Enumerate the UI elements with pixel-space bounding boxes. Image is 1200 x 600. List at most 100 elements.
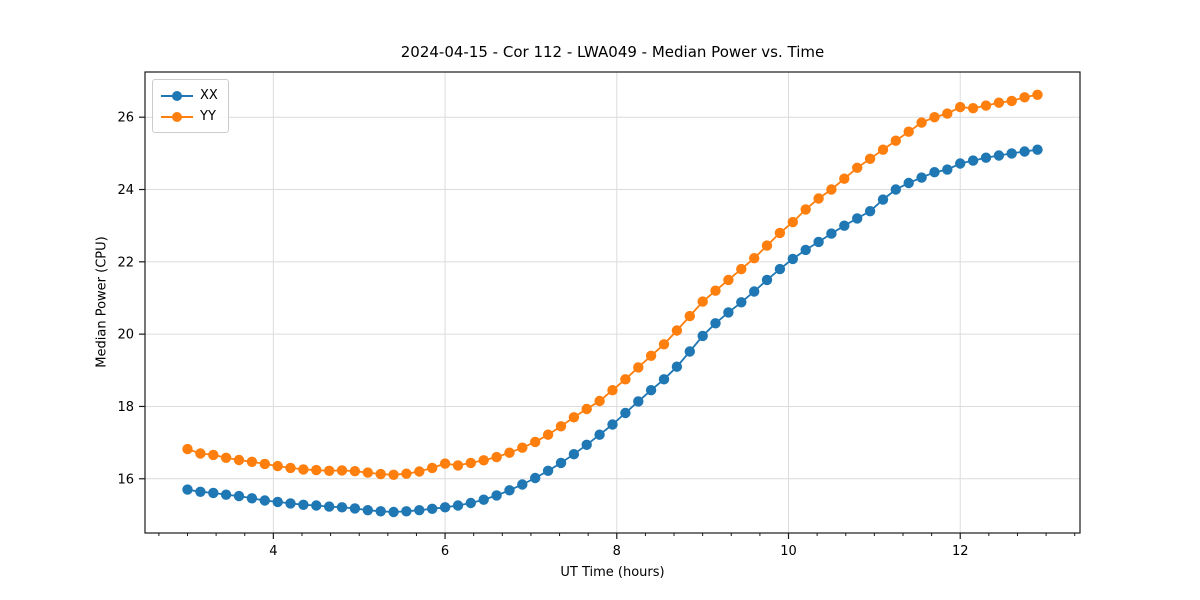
data-point-xx	[774, 263, 786, 275]
data-point-yy	[839, 173, 850, 184]
data-point-xx	[645, 385, 657, 396]
data-point-yy	[980, 100, 992, 111]
data-point-yy	[452, 460, 464, 471]
data-point-yy	[439, 458, 451, 469]
data-point-xx	[749, 286, 760, 297]
data-point-yy	[504, 447, 515, 458]
data-point-yy	[903, 126, 914, 137]
x-tick-label: 12	[952, 544, 969, 559]
data-point-yy	[555, 421, 567, 432]
y-tick-label: 24	[117, 183, 134, 198]
data-point-xx	[530, 472, 541, 484]
data-point-yy	[517, 442, 528, 453]
data-point-yy	[916, 117, 927, 128]
chart-title: 2024-04-15 - Cor 112 - LWA049 - Median P…	[400, 43, 825, 61]
series-line-yy	[187, 93, 1038, 476]
data-point-yy	[311, 464, 322, 476]
data-point-yy	[375, 468, 386, 480]
data-point-yy	[478, 455, 489, 466]
data-point-xx	[723, 307, 734, 318]
data-point-yy	[401, 468, 412, 479]
data-point-xx	[427, 503, 438, 514]
data-point-xx	[633, 396, 644, 407]
legend-marker-xx-icon	[161, 90, 193, 102]
data-point-yy	[298, 464, 309, 475]
data-point-xx	[581, 439, 592, 450]
data-point-xx	[903, 177, 914, 189]
data-point-yy	[864, 153, 876, 164]
data-point-yy	[684, 310, 695, 322]
series-line-xx	[187, 148, 1038, 513]
data-point-yy	[208, 449, 219, 461]
y-tick-label: 20	[117, 328, 134, 343]
data-point-yy	[285, 462, 296, 474]
data-point-xx	[942, 164, 953, 175]
data-point-xx	[955, 158, 966, 169]
data-point-xx	[401, 506, 412, 517]
data-point-xx	[517, 479, 528, 490]
data-point-xx	[195, 486, 206, 497]
data-point-xx	[852, 213, 863, 224]
data-point-yy	[800, 204, 811, 215]
data-point-xx	[800, 244, 811, 256]
data-point-xx	[555, 457, 567, 469]
data-point-yy	[581, 403, 592, 415]
data-point-xx	[208, 487, 219, 499]
data-point-xx	[491, 490, 502, 501]
data-point-yy	[233, 454, 245, 466]
data-point-xx	[285, 498, 296, 509]
data-point-yy	[530, 436, 541, 448]
data-point-yy	[465, 457, 476, 469]
data-point-xx	[787, 253, 798, 265]
x-axis-label: UT Time (hours)	[560, 565, 665, 580]
data-point-xx	[826, 228, 837, 239]
y-tick-label: 26	[117, 111, 134, 126]
data-point-xx	[182, 484, 193, 495]
data-point-yy	[774, 227, 786, 239]
data-point-xx	[671, 361, 683, 372]
data-point-yy	[620, 374, 631, 385]
data-point-xx	[298, 499, 309, 510]
data-point-yy	[749, 253, 760, 264]
y-tick-label: 22	[117, 255, 134, 270]
data-point-yy	[1032, 89, 1043, 101]
data-point-xx	[839, 220, 850, 231]
data-point-yy	[362, 467, 373, 478]
legend: XX YY	[152, 79, 229, 133]
x-tick-label: 10	[780, 544, 797, 559]
data-point-yy	[542, 429, 554, 440]
data-point-xx	[388, 506, 399, 518]
data-point-xx	[362, 505, 373, 516]
data-point-xx	[710, 318, 721, 329]
data-point-xx	[259, 495, 270, 506]
data-point-yy	[645, 350, 657, 361]
data-point-yy	[324, 465, 335, 476]
data-point-xx	[697, 330, 708, 342]
data-point-xx	[272, 496, 283, 508]
y-axis-label: Median Power (CPU)	[94, 236, 110, 368]
data-point-xx	[684, 346, 695, 357]
data-point-xx	[813, 236, 824, 248]
data-point-yy	[826, 184, 837, 195]
data-point-xx	[980, 152, 992, 163]
data-point-yy	[761, 240, 773, 251]
data-point-xx	[620, 407, 631, 419]
data-point-xx	[504, 485, 515, 496]
data-point-xx	[761, 274, 773, 286]
data-point-xx	[324, 501, 335, 512]
data-point-yy	[272, 460, 283, 472]
data-point-yy	[671, 325, 683, 336]
data-point-xx	[568, 449, 580, 460]
data-point-xx	[1006, 148, 1017, 159]
data-point-xx	[349, 503, 361, 514]
data-point-yy	[736, 263, 747, 275]
data-point-yy	[787, 216, 798, 228]
plot-border	[144, 71, 1081, 534]
data-point-xx	[993, 150, 1005, 161]
data-point-yy	[388, 469, 399, 480]
data-point-xx	[658, 374, 670, 385]
data-point-xx	[736, 297, 747, 308]
data-point-yy	[890, 135, 901, 146]
data-point-yy	[877, 144, 889, 155]
data-point-yy	[1006, 95, 1017, 107]
